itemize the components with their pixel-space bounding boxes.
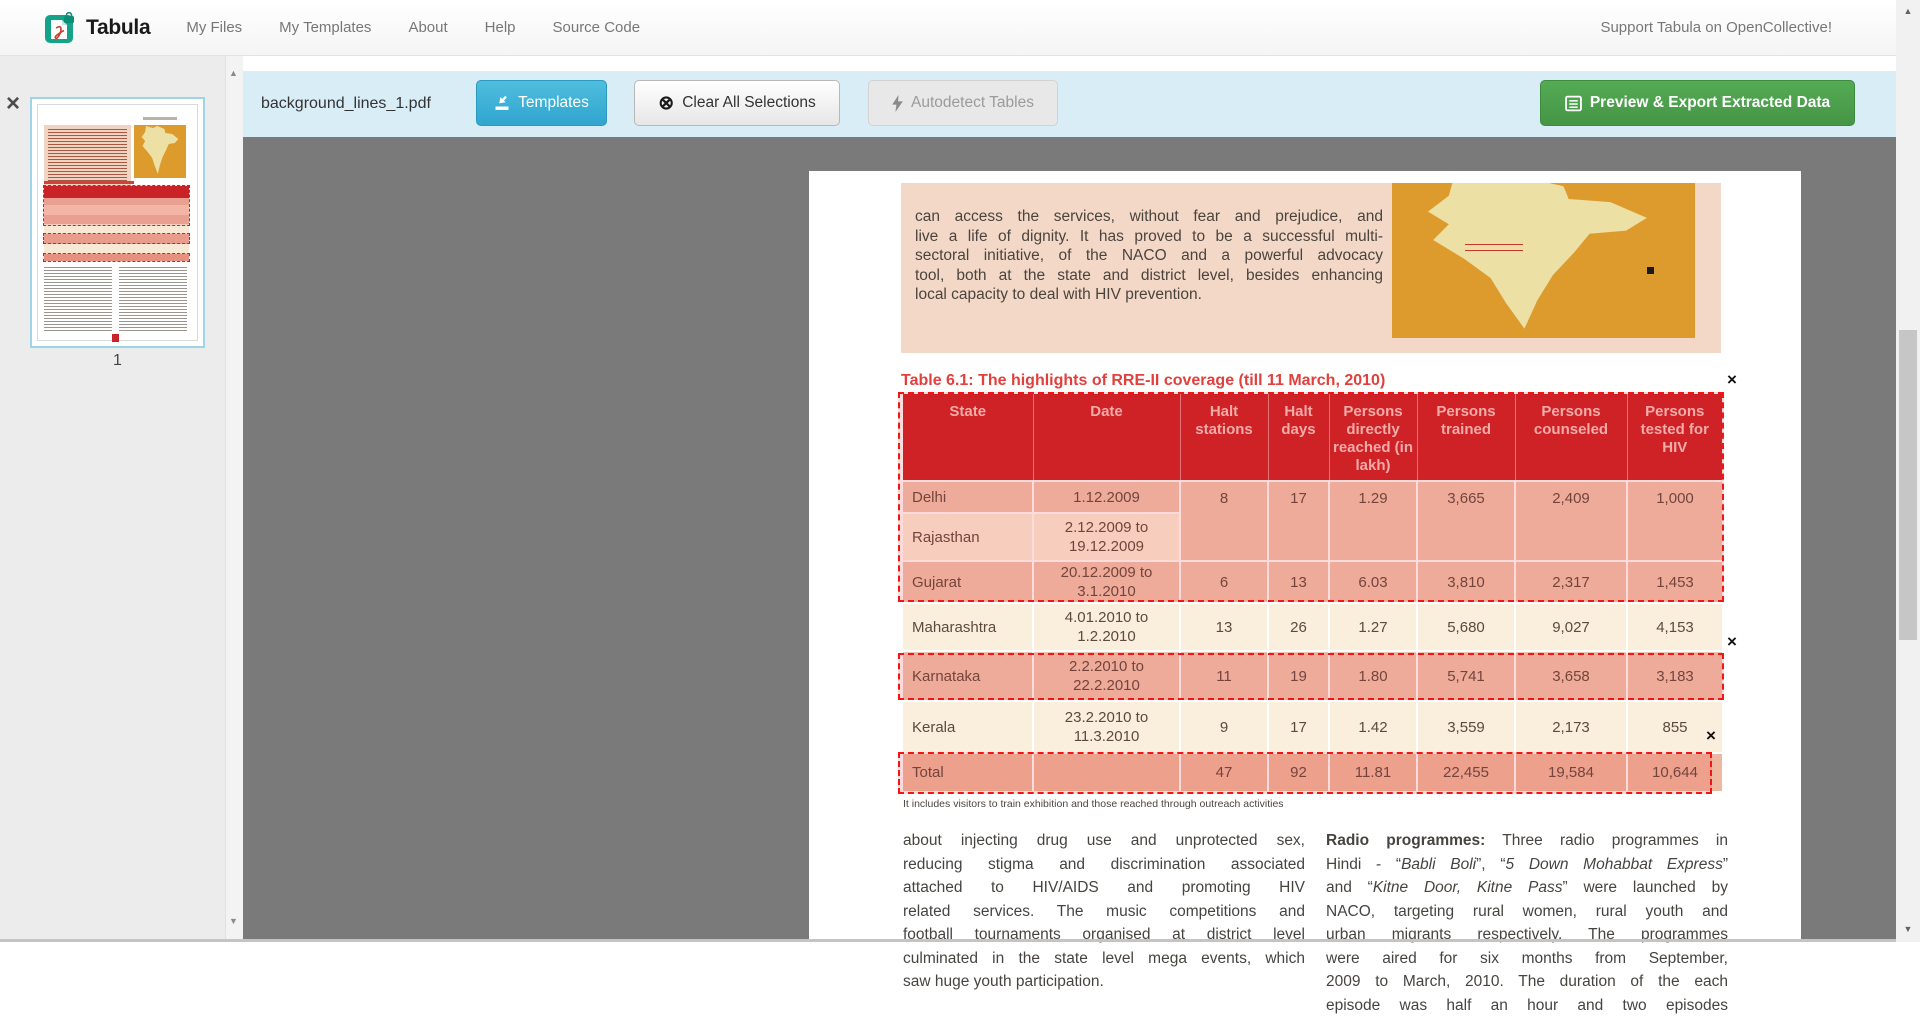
text-line: Radio programmes: Three radio programmes… (1326, 829, 1728, 853)
text-line: culminated in the state level mega event… (903, 947, 1305, 971)
scroll-down-icon[interactable]: ▼ (1896, 924, 1920, 934)
text-line: local capacity to deal with HIV preventi… (915, 285, 1383, 305)
text-line: 2009 to March, 2010. The duration of the… (1326, 970, 1728, 994)
clear-all-selections-button[interactable]: ⊗ Clear All Selections (634, 80, 840, 126)
table-cell: 13 (1180, 603, 1268, 651)
brand[interactable]: Tabula (44, 12, 150, 44)
sidebar-scroll-down-icon[interactable]: ▼ (229, 916, 238, 926)
text-line: and “Kitne Door, Kitne Pass” were launch… (1326, 876, 1728, 900)
lightning-bolt-icon (892, 95, 903, 112)
scroll-up-icon[interactable]: ▲ (1896, 6, 1920, 16)
pdf-table-title: Table 6.1: The highlights of RRE-II cove… (901, 372, 1385, 390)
nav-link-help[interactable]: Help (485, 19, 516, 36)
table-cell: 2,173 (1515, 701, 1627, 753)
table-cell: Maharashtra (903, 603, 1033, 651)
table-cell: 5,680 (1417, 603, 1515, 651)
table-cell: Kerala (903, 701, 1033, 753)
page-thumbnail-image (37, 104, 198, 341)
text-line: tool, both at the state and district lev… (915, 266, 1383, 286)
support-link[interactable]: Support Tabula on OpenCollective! (1600, 19, 1832, 36)
document-viewport: can access the services, without fear an… (243, 71, 1896, 942)
text-line: reducing stigma and discrimination assoc… (903, 853, 1305, 877)
preview-export-label: Preview & Export Extracted Data (1590, 94, 1830, 112)
toolbar-top-gap (243, 56, 1896, 71)
nav-links: My Files My Templates About Help Source Code (186, 19, 640, 36)
page-number-label: 1 (30, 352, 205, 370)
text-line: Hindi - “Babli Boli”, “5 Down Mohabbat E… (1326, 853, 1728, 877)
scrollbar-thumb[interactable] (1899, 330, 1917, 640)
pdf-intro-box: can access the services, without fear an… (901, 183, 1721, 353)
brand-title: Tabula (86, 16, 150, 40)
text-line: urban migrants respectively. The program… (1326, 923, 1728, 947)
autodetect-tables-label: Autodetect Tables (911, 94, 1034, 112)
india-map-image (1392, 183, 1695, 338)
sidebar-scroll-up-icon[interactable]: ▲ (229, 68, 238, 78)
text-line: related services. The music competitions… (903, 900, 1305, 924)
selection-close-icon[interactable]: × (1723, 633, 1741, 651)
toolbar: background_lines_1.pdf Templates ⊗ Clear… (243, 71, 1896, 137)
table-cell: 9,027 (1515, 603, 1627, 651)
navbar: Tabula My Files My Templates About Help Sour… (0, 0, 1920, 56)
text-line: NACO, targeting rural women, rural youth… (1326, 900, 1728, 924)
page-thumbnail[interactable] (30, 97, 205, 348)
text-line: were aired for six months from September… (1326, 947, 1728, 971)
pdf-intro-text: can access the services, without fear an… (915, 207, 1383, 305)
nav-link-about[interactable]: About (408, 19, 447, 36)
text-line: about injecting drug use and unprotected… (903, 829, 1305, 853)
text-line: sectoral initiative, of the NACO and a p… (915, 246, 1383, 266)
selection-close-icon[interactable]: × (1723, 371, 1741, 389)
selection-box[interactable] (898, 653, 1724, 700)
text-line: live a life of dignity. It has proved to… (915, 227, 1383, 247)
save-template-icon (494, 95, 510, 111)
tabula-logo-icon (44, 12, 76, 44)
sidebar: × 1 ▲ ▼ (0, 56, 243, 942)
selection-box[interactable] (898, 752, 1712, 794)
selection-close-icon[interactable]: × (1702, 727, 1720, 745)
templates-button-label: Templates (518, 94, 589, 112)
table-cell: 1.42 (1329, 701, 1417, 753)
table-cell: 4,153 (1627, 603, 1722, 651)
remove-page-button[interactable]: × (6, 92, 20, 116)
pdf-right-column: Radio programmes: Three radio programmes… (1326, 829, 1728, 1017)
table-cell: 26 (1268, 603, 1329, 651)
text-line: saw huge youth participation. (903, 970, 1305, 994)
preview-export-button[interactable]: Preview & Export Extracted Data (1540, 80, 1855, 126)
table-list-icon (1565, 95, 1582, 112)
table-cell: 3,559 (1417, 701, 1515, 753)
pdf-table-footnote: It includes visitors to train exhibition… (903, 798, 1284, 810)
text-line: episode was half an hour and two episode… (1326, 994, 1728, 1017)
nav-link-my-files[interactable]: My Files (186, 19, 242, 36)
circled-x-icon: ⊗ (658, 94, 674, 113)
table-cell: 9 (1180, 701, 1268, 753)
window-scrollbar[interactable]: ▲ ▼ (1896, 0, 1920, 942)
templates-button[interactable]: Templates (476, 80, 607, 126)
table-cell: 1.27 (1329, 603, 1417, 651)
nav-link-source-code[interactable]: Source Code (553, 19, 641, 36)
text-line: attached to HIV/AIDS and promoting HIV (903, 876, 1305, 900)
selection-box[interactable] (898, 392, 1724, 602)
text-line: football tournaments organised at distri… (903, 923, 1305, 947)
text-line: can access the services, without fear an… (915, 207, 1383, 227)
clear-all-selections-label: Clear All Selections (682, 94, 816, 112)
nav-link-my-templates[interactable]: My Templates (279, 19, 371, 36)
pdf-left-column: about injecting drug use and unprotected… (903, 829, 1305, 994)
document-filename: background_lines_1.pdf (261, 71, 431, 137)
sidebar-scrollbar[interactable]: ▲ ▼ (225, 56, 243, 942)
autodetect-tables-button[interactable]: Autodetect Tables (868, 80, 1058, 126)
pdf-page[interactable]: can access the services, without fear an… (809, 171, 1801, 1013)
table-cell: 17 (1268, 701, 1329, 753)
